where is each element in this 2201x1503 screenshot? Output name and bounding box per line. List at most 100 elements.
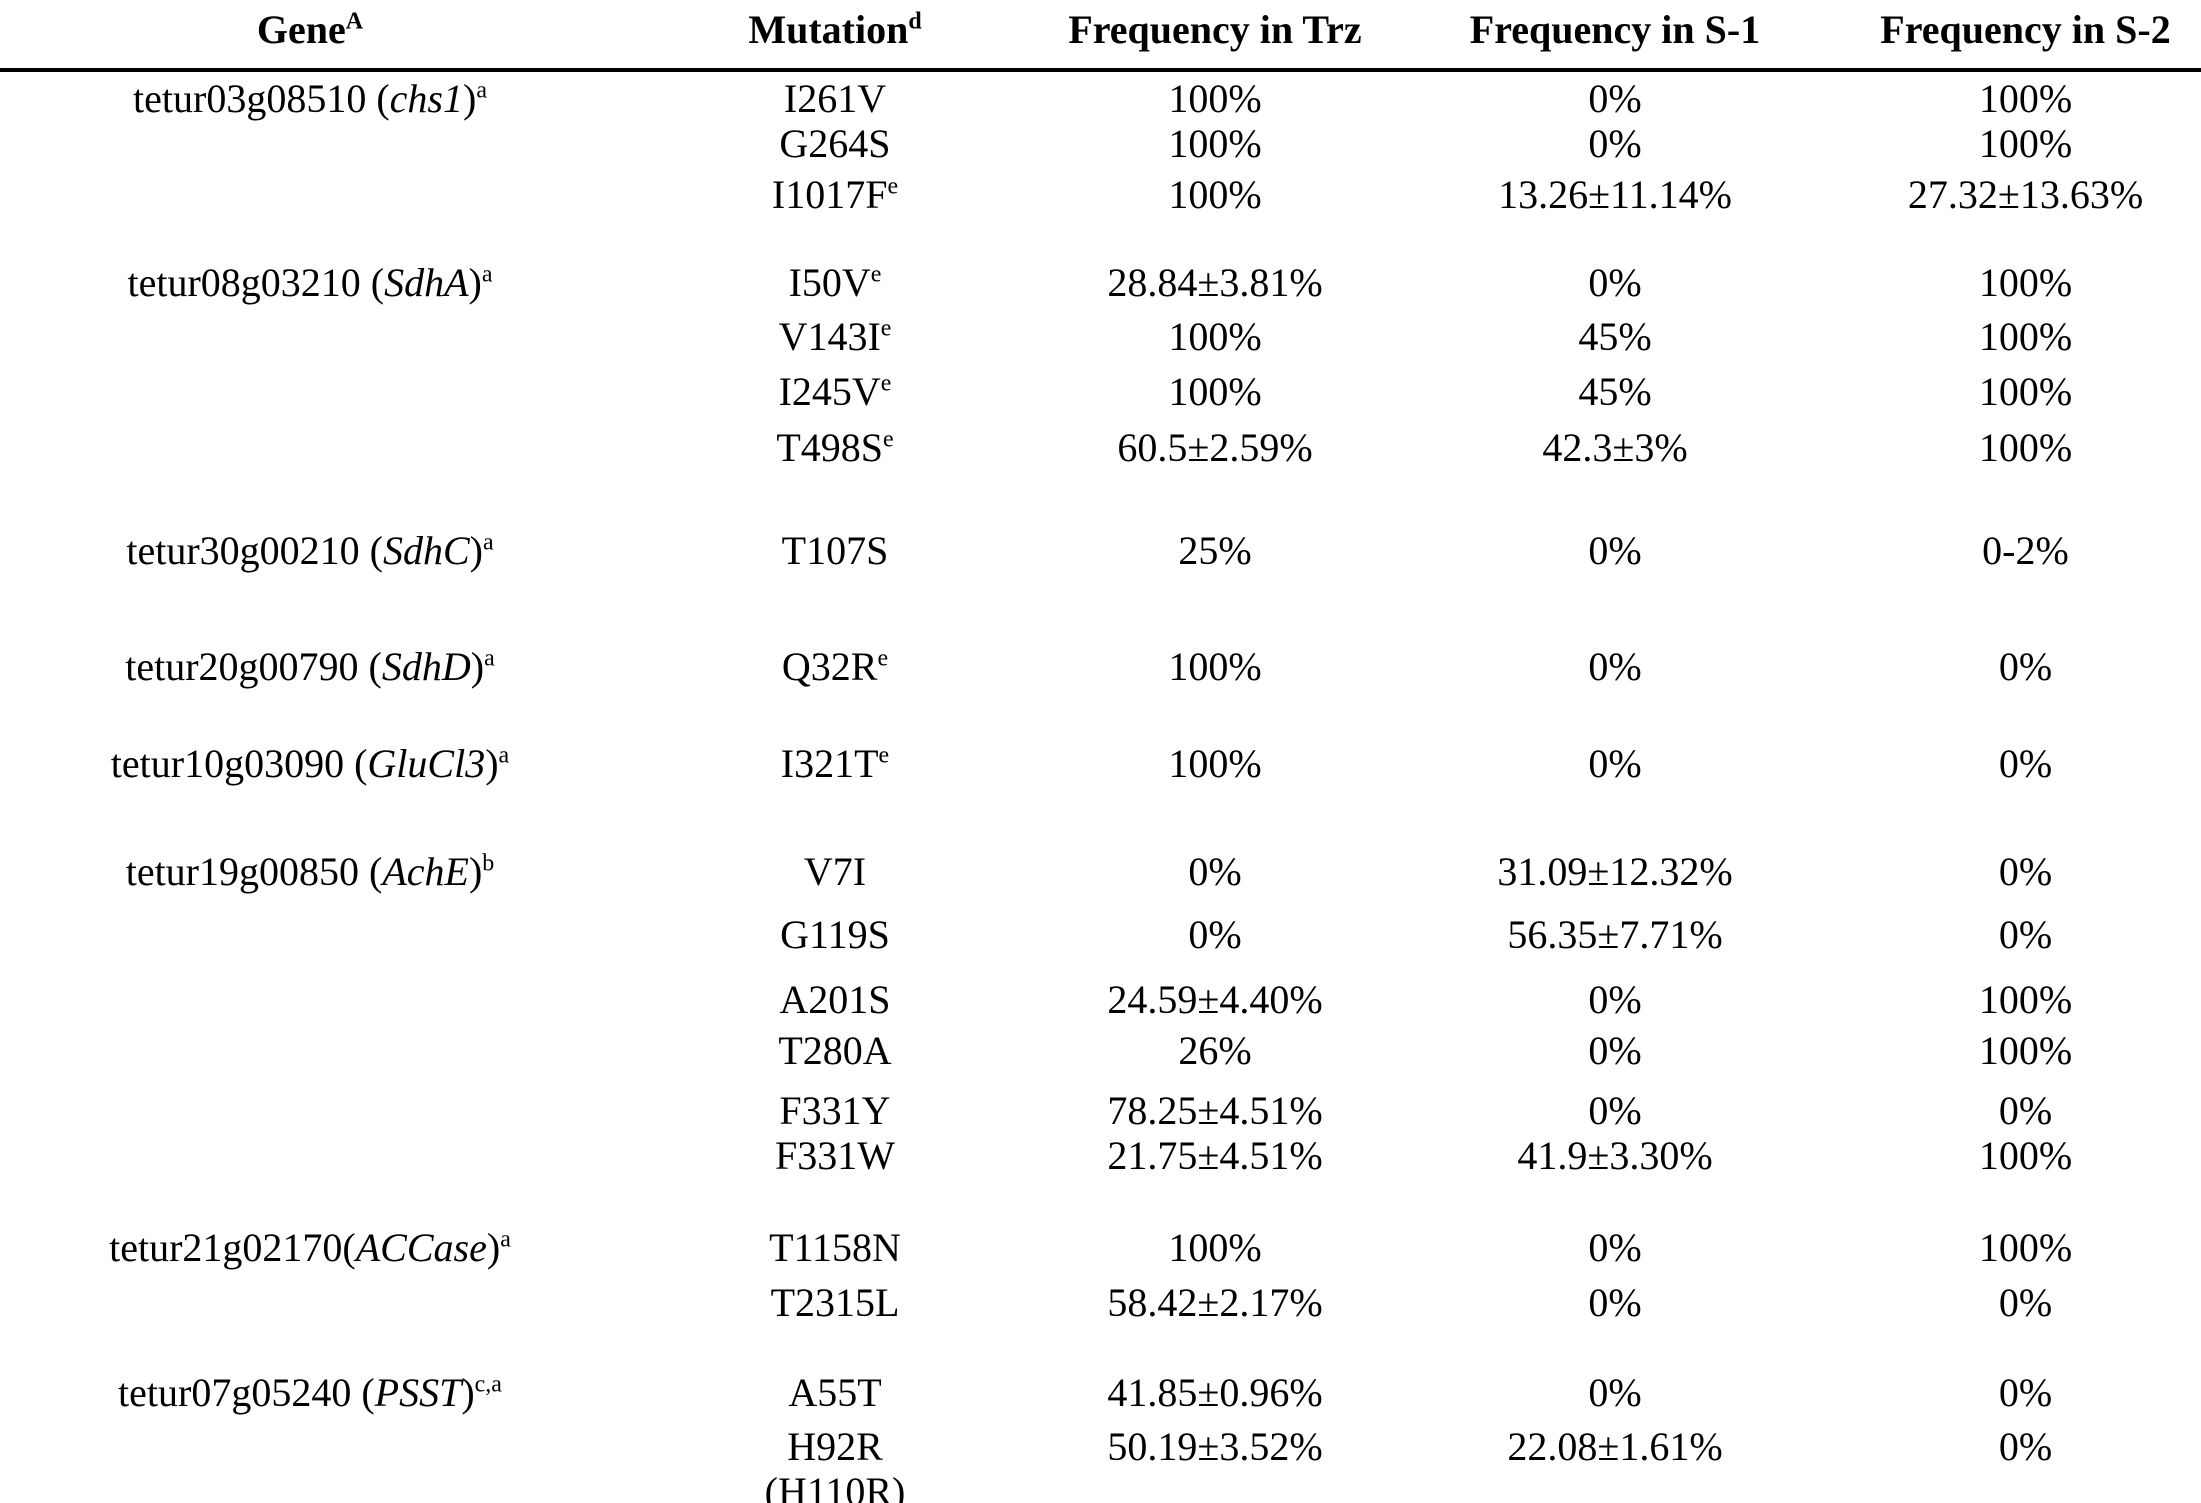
freq-trz-cell: 28.84±3.81% [1107,260,1323,305]
freq-s2-cell: 0% [1998,1088,2053,1133]
freq-trz-cell: 100% [1168,121,1262,166]
freq-s1-cell: 45% [1578,369,1652,414]
gene-cell: tetur08g03210 (SdhA)a [127,260,493,305]
freq-s1-cell: 0% [1588,1225,1642,1270]
freq-s1-cell: 0% [1588,644,1642,689]
freq-s1-cell: 0% [1588,1088,1642,1133]
gene-cell: tetur03g08510 (chs1)a [133,76,487,121]
freq-s2-cell: 0-2% [1982,528,2069,573]
table-row: tetur03g08510 (chs1)a I261V 100% 0% 100% [0,75,2201,123]
freq-trz-cell: 78.25±4.51% [1107,1088,1323,1133]
table-row: tetur19g00850 (AchE)b V7I 0% 31.09±12.32… [0,848,2201,896]
freq-trz-cell: 60.5±2.59% [1117,425,1313,470]
freq-s2-cell: 100% [1978,1225,2073,1270]
gene-cell: tetur07g05240 (PSST)c,a [118,1370,502,1415]
freq-s2-cell: 100% [1978,121,2073,166]
header-mutation: Mutationd [748,7,922,52]
freq-s2-cell: 0% [1998,912,2053,957]
freq-s1-cell: 0% [1588,260,1642,305]
gene-cell: tetur19g00850 (AchE)b [125,849,495,894]
mutation-cell: (H110R) [764,1469,906,1503]
freq-s1-cell: 0% [1588,741,1642,786]
freq-s2-cell: 100% [1978,260,2073,305]
mutation-cell: T498Se [776,425,894,470]
freq-s2-cell: 0% [1998,1424,2053,1469]
freq-s1-cell: 0% [1588,121,1642,166]
freq-s2-cell: 100% [1978,425,2073,470]
gene-cell: tetur21g02170(ACCase)a [109,1225,511,1270]
mutation-cell: T2315L [770,1280,900,1325]
freq-trz-cell: 100% [1168,1225,1262,1270]
table-row: I245Ve 100% 45% 100% [0,368,2201,416]
table-row: F331W 21.75±4.51% 41.9±3.30% 100% [0,1132,2201,1180]
freq-s2-cell: 100% [1978,369,2073,414]
freq-trz-cell: 25% [1178,528,1252,573]
table-row: T280A 26% 0% 100% [0,1027,2201,1075]
table-row: tetur30g00210 (SdhC)a T107S 25% 0% 0-2% [0,527,2201,575]
freq-s1-cell: 41.9±3.30% [1517,1133,1713,1178]
freq-s2-cell: 0% [1998,1280,2053,1325]
table-row: tetur10g03090 (GluCl3)a I321Te 100% 0% 0… [0,740,2201,788]
gene-cell: tetur20g00790 (SdhD)a [125,644,495,689]
freq-trz-cell: 100% [1168,741,1262,786]
freq-trz-cell: 50.19±3.52% [1107,1424,1323,1469]
mutation-cell: T280A [778,1028,892,1073]
freq-trz-cell: 26% [1178,1028,1252,1073]
freq-s1-cell: 0% [1588,1370,1642,1415]
freq-trz-cell: 100% [1168,76,1262,121]
freq-s2-cell: 0% [1998,849,2053,894]
table-header-row: GeneA Mutationd Frequency in Trz Frequen… [0,6,2201,54]
freq-trz-cell: 100% [1168,644,1262,689]
freq-s2-cell: 100% [1978,76,2073,121]
freq-s1-cell: 0% [1588,1280,1642,1325]
freq-s1-cell: 0% [1588,528,1642,573]
freq-s2-cell: 0% [1998,741,2053,786]
header-frequency-trz: Frequency in Trz [1068,7,1362,52]
gene-cell: tetur30g00210 (SdhC)a [126,528,494,573]
mutation-cell: V143Ie [778,314,892,359]
mutation-cell: I50Ve [788,260,882,305]
table-row: H92R 50.19±3.52% 22.08±1.61% 0% [0,1423,2201,1471]
freq-s2-cell: 0% [1998,644,2053,689]
mutation-cell: G119S [780,912,890,957]
table-row: tetur08g03210 (SdhA)a I50Ve 28.84±3.81% … [0,259,2201,307]
table-row: A201S 24.59±4.40% 0% 100% [0,976,2201,1024]
freq-s1-cell: 22.08±1.61% [1507,1424,1723,1469]
freq-s2-cell: 27.32±13.63% [1907,172,2144,217]
mutation-cell: I1017Fe [771,172,899,217]
freq-s1-cell: 45% [1578,314,1652,359]
freq-s2-cell: 100% [1978,1028,2073,1073]
table-row: I1017Fe 100% 13.26±11.14% 27.32±13.63% [0,171,2201,219]
freq-trz-cell: 100% [1168,369,1262,414]
table-row: T2315L 58.42±2.17% 0% 0% [0,1279,2201,1327]
freq-s1-cell: 0% [1588,977,1642,1022]
freq-trz-cell: 0% [1188,849,1242,894]
freq-trz-cell: 0% [1188,912,1242,957]
freq-trz-cell: 21.75±4.51% [1107,1133,1323,1178]
freq-trz-cell: 58.42±2.17% [1107,1280,1323,1325]
freq-s2-cell: 0% [1998,1370,2053,1415]
header-rule [0,68,2201,72]
freq-s1-cell: 0% [1588,76,1642,121]
table-row: tetur20g00790 (SdhD)a Q32Re 100% 0% 0% [0,643,2201,691]
freq-s1-cell: 31.09±12.32% [1497,849,1733,894]
mutation-cell: V7I [803,849,867,894]
mutation-cell: A201S [779,977,891,1022]
mutation-cell: F331Y [779,1088,891,1133]
header-frequency-s1: Frequency in S-1 [1469,7,1761,52]
freq-trz-cell: 100% [1168,172,1262,217]
mutation-cell: T107S [781,528,889,573]
freq-s1-cell: 56.35±7.71% [1507,912,1723,957]
mutation-cell: G264S [779,121,891,166]
table-row: G119S 0% 56.35±7.71% 0% [0,911,2201,959]
freq-s1-cell: 42.3±3% [1542,425,1688,470]
freq-trz-cell: 41.85±0.96% [1107,1370,1323,1415]
mutation-cell: T1158N [769,1225,901,1270]
freq-s2-cell: 100% [1978,1133,2073,1178]
mutation-cell: I321Te [780,741,890,786]
mutation-cell: A55T [788,1370,882,1415]
mutation-cell: Q32Re [781,644,889,689]
table-row: (H110R) [0,1468,2201,1503]
mutation-cell: I261V [783,76,887,121]
